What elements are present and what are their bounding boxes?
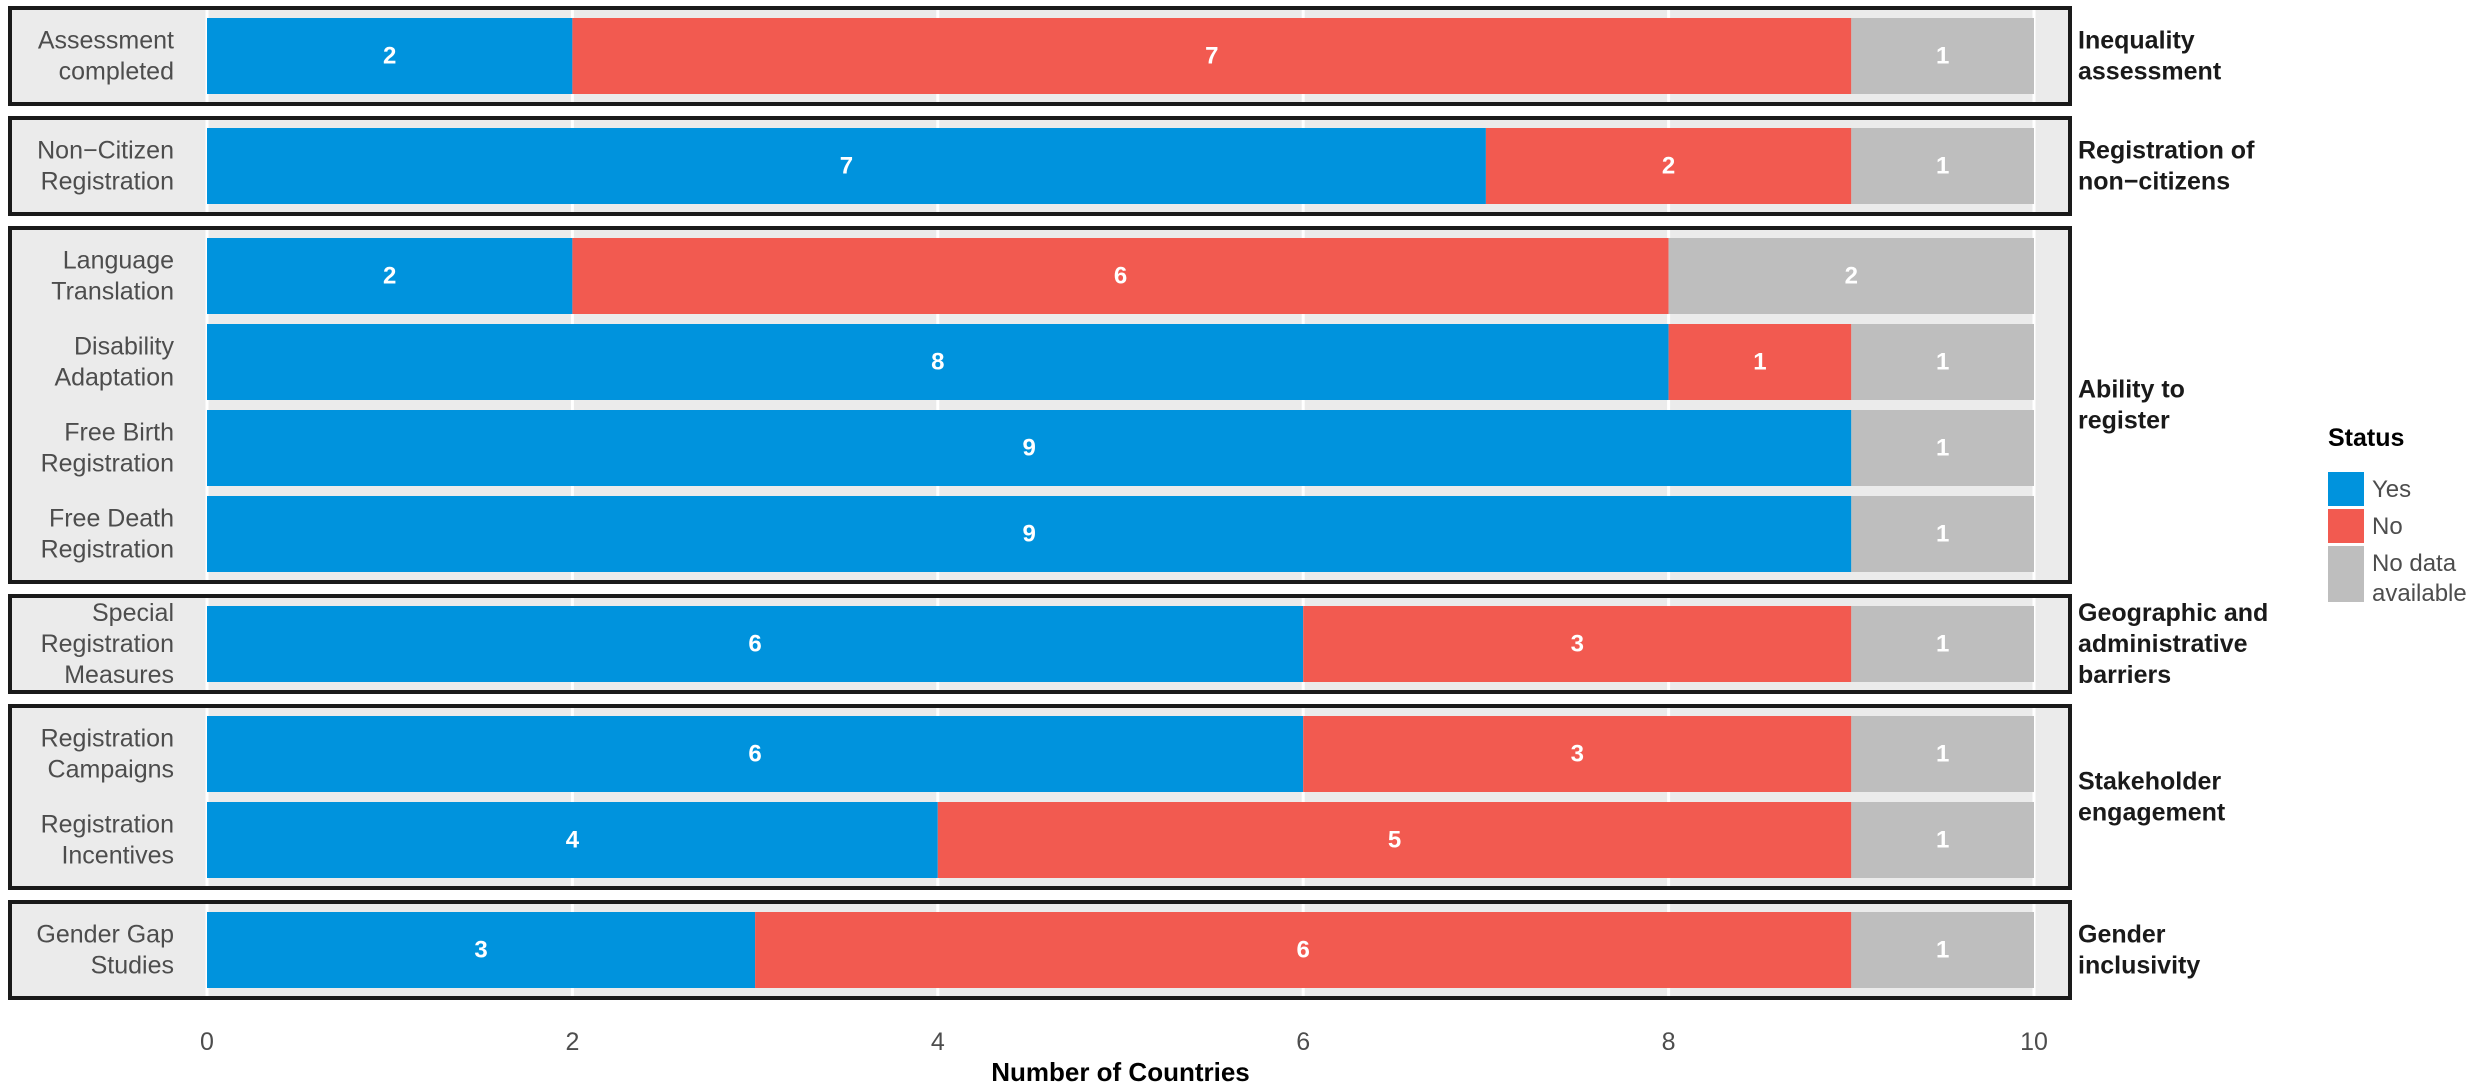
bar-value-label: 7 (1205, 43, 1218, 70)
bar-segment (1485, 128, 1852, 204)
bar-value-label: 1 (1936, 741, 1949, 768)
legend-label: Yes (2372, 476, 2411, 503)
row-label: Gender Gap Studies (36, 921, 174, 980)
bar-value-label: 1 (1936, 937, 1949, 964)
bar-segment (1851, 716, 2034, 792)
bar-segment (572, 18, 1852, 94)
bar-value-label: 7 (840, 153, 853, 180)
facet-strip-label: Geographic and administrative barriers (2078, 599, 2268, 689)
bar-segment (1668, 324, 1852, 400)
bar-value-label: 3 (1571, 631, 1584, 658)
bar-segment (207, 18, 573, 94)
x-tick-label: 0 (200, 1028, 214, 1056)
row-label: Assessment completed (38, 27, 174, 86)
x-tick-label: 10 (2020, 1028, 2048, 1056)
bar-value-label: 2 (383, 43, 396, 70)
legend-label: No data available (2372, 550, 2467, 607)
row-label: Non−Citizen Registration (37, 137, 174, 196)
bar-value-label: 1 (1936, 631, 1949, 658)
bar-value-label: 2 (383, 263, 396, 290)
bar-segment (207, 496, 1852, 572)
bar-segment (755, 912, 1852, 988)
legend-key (2328, 509, 2364, 543)
bar-value-label: 3 (474, 937, 487, 964)
bar-value-label: 6 (748, 741, 761, 768)
bar-segment (207, 324, 1669, 400)
bar-value-label: 2 (1845, 263, 1858, 290)
row-label: Special Registration Measures (41, 599, 174, 689)
bar-value-label: 6 (748, 631, 761, 658)
bar-value-label: 2 (1662, 153, 1675, 180)
bar-value-label: 8 (931, 349, 944, 376)
legend-key (2328, 546, 2364, 602)
row-label: Language Translation (51, 247, 174, 306)
bar-segment (1851, 18, 2034, 94)
facet-panel-border (8, 226, 2072, 584)
legend-key (2328, 472, 2364, 506)
facet-panel-border (8, 594, 2072, 694)
legend-title: Status (2328, 424, 2404, 452)
bar-segment (572, 238, 1669, 314)
x-tick-label: 8 (1662, 1028, 1676, 1056)
facet-panel-border (8, 6, 2072, 106)
bar-segment (1851, 496, 2034, 572)
bar-segment (207, 912, 756, 988)
facet-strip-label: Gender inclusivity (2078, 921, 2200, 980)
bar-value-label: 4 (566, 827, 580, 854)
facet-panel-border (8, 900, 2072, 1000)
bar-segment (1851, 410, 2034, 486)
bar-segment (1851, 912, 2034, 988)
bar-segment (937, 802, 1852, 878)
bar-segment (207, 238, 573, 314)
bar-segment (1851, 128, 2034, 204)
bar-segment (207, 410, 1852, 486)
row-label: Registration Incentives (41, 811, 174, 870)
bar-segment (1303, 716, 1852, 792)
bar-value-label: 1 (1936, 435, 1949, 462)
bar-value-label: 6 (1297, 937, 1310, 964)
legend-label: No (2372, 513, 2403, 540)
bar-value-label: 3 (1571, 741, 1584, 768)
bar-value-label: 5 (1388, 827, 1401, 854)
bar-segment (207, 128, 1486, 204)
bar-value-label: 1 (1936, 827, 1949, 854)
bar-segment (1303, 606, 1852, 682)
x-tick-label: 2 (565, 1028, 579, 1056)
bar-value-label: 9 (1022, 521, 1035, 548)
row-label: Disability Adaptation (54, 333, 174, 392)
bar-value-label: 9 (1022, 435, 1035, 462)
bar-value-label: 6 (1114, 263, 1127, 290)
x-tick-label: 6 (1296, 1028, 1310, 1056)
bar-segment (1851, 802, 2034, 878)
x-axis-title: Number of Countries (991, 1057, 1250, 1084)
facet-panel-border (8, 116, 2072, 216)
bar-value-label: 1 (1936, 349, 1949, 376)
bar-segment (207, 606, 1304, 682)
facet-strip-label: Stakeholder engagement (2078, 768, 2226, 827)
bar-segment (207, 716, 1304, 792)
bar-value-label: 1 (1936, 43, 1949, 70)
row-label: Free Death Registration (41, 505, 174, 564)
bar-value-label: 1 (1936, 153, 1949, 180)
facet-panel-border (8, 704, 2072, 890)
bar-segment (1851, 324, 2034, 400)
row-label: Registration Campaigns (41, 725, 174, 784)
facet-strip-label: Registration of non−citizens (2078, 137, 2255, 196)
bar-segment (1851, 606, 2034, 682)
bar-segment (1668, 238, 2034, 314)
row-label: Free Birth Registration (41, 419, 174, 478)
bar-value-label: 1 (1936, 521, 1949, 548)
facet-strip-label: Ability to register (2078, 376, 2185, 435)
bar-value-label: 1 (1753, 349, 1766, 376)
bar-segment (207, 802, 938, 878)
facet-strip-label: Inequality assessment (2078, 27, 2222, 86)
x-tick-label: 4 (931, 1028, 945, 1056)
